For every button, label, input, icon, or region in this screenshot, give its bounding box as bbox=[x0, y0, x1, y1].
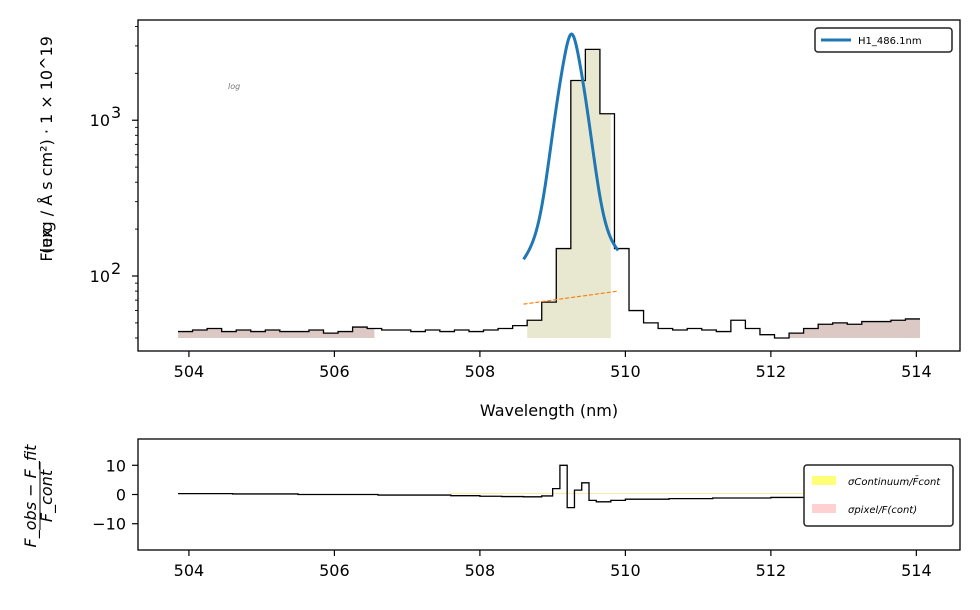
residual-legend-swatch-continuum bbox=[812, 476, 836, 485]
main-x-tick-label-2: 508 bbox=[465, 362, 496, 381]
continuum-line bbox=[523, 290, 619, 305]
residual-legend-label-pixel: σpixel/F(cont) bbox=[848, 505, 917, 516]
residual-x-tick-label-1: 506 bbox=[319, 561, 350, 580]
main-x-ticks: 504 506 508 510 512 514 bbox=[174, 351, 932, 381]
observed-spectrum-step bbox=[178, 48, 920, 339]
residual-x-tick-label-5: 514 bbox=[901, 561, 932, 580]
residual-legend-box bbox=[803, 464, 954, 527]
continuum-band-1 bbox=[778, 318, 920, 338]
residual-y-tick-label-0: 10 bbox=[106, 456, 126, 475]
main-legend-label: H1_486.1nm bbox=[858, 36, 922, 47]
residual-y-tick-label-1: 0 bbox=[116, 486, 126, 505]
main-y-tick-exp-1: 3 bbox=[111, 103, 121, 122]
main-y-tick-label-0: 10 bbox=[90, 267, 110, 286]
main-legend: H1_486.1nm bbox=[814, 27, 953, 53]
residual-y-label-num: F_obs − F_fit bbox=[21, 444, 41, 548]
main-x-tick-label-4: 512 bbox=[756, 362, 787, 381]
residual-legend-label-continuum: σContinuum/F̄cont bbox=[848, 475, 941, 488]
main-y-label-text: Flux bbox=[37, 228, 56, 261]
main-y-label: Flux (erg / Å s cm²) · 1 × 10^19 bbox=[37, 36, 56, 262]
main-y-tick-exp-0: 2 bbox=[111, 259, 121, 278]
main-x-tick-label-1: 506 bbox=[319, 362, 350, 381]
main-annotation: log bbox=[228, 82, 240, 91]
main-x-tick-label-5: 514 bbox=[901, 362, 932, 381]
residual-legend: σContinuum/F̄cont σpixel/F(cont) bbox=[803, 464, 954, 527]
gaussian-fit-line bbox=[522, 32, 620, 261]
residual-legend-swatch-pixel bbox=[812, 504, 836, 513]
main-y-label-units: (erg / Å s cm²) · 1 × 10^19 bbox=[37, 36, 56, 254]
continuum-band-0 bbox=[178, 327, 375, 338]
residual-step bbox=[178, 464, 921, 509]
residual-x-tick-label-4: 512 bbox=[756, 561, 787, 580]
main-plot-frame bbox=[137, 19, 961, 352]
main-x-label: Wavelength (nm) bbox=[480, 401, 618, 420]
residual-panel: 504 506 508 510 512 514 10 0 −10 F_obs − F_fit … bbox=[21, 438, 961, 580]
main-y-tick-label-1: 10 bbox=[90, 111, 110, 130]
residual-x-tick-label-3: 510 bbox=[610, 561, 641, 580]
residual-y-ticks: 10 0 −10 bbox=[92, 456, 138, 534]
main-legend-box bbox=[814, 27, 953, 53]
main-x-tick-label-0: 504 bbox=[174, 362, 205, 381]
residual-y-label: F_obs − F_fit F_cont bbox=[21, 444, 57, 548]
main-bands bbox=[178, 49, 920, 338]
residual-x-ticks: 504 506 508 510 512 514 bbox=[174, 550, 932, 580]
residual-x-tick-label-0: 504 bbox=[174, 561, 205, 580]
residual-y-tick-label-2: −10 bbox=[92, 515, 126, 534]
residual-y-label-den: F_cont bbox=[37, 469, 57, 522]
residual-x-tick-label-2: 508 bbox=[465, 561, 496, 580]
main-x-tick-label-3: 510 bbox=[610, 362, 641, 381]
